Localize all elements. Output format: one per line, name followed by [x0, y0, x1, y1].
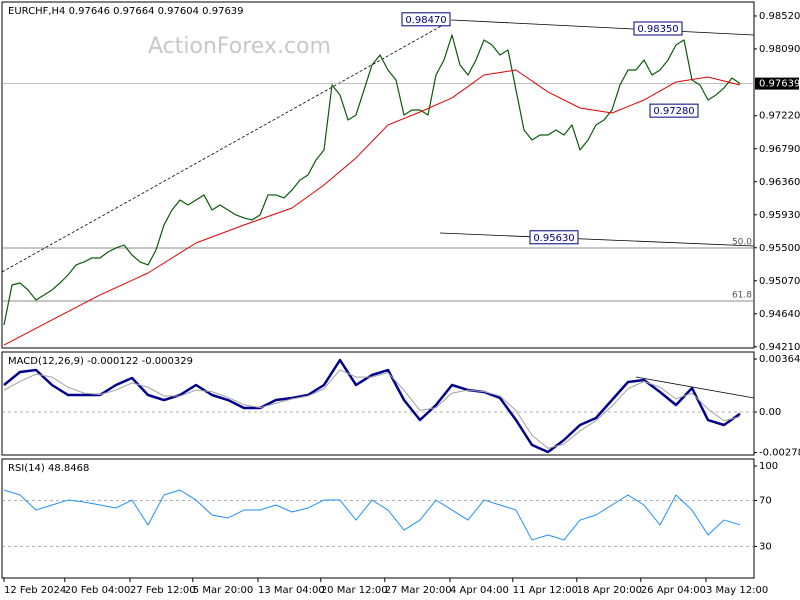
- price-annotation: 0.98350: [637, 24, 678, 35]
- series-line: [3, 489, 741, 541]
- macd-trend-line: [635, 376, 755, 399]
- last-price-box: [755, 77, 799, 90]
- panel-title: MACD(12,26,9) -0.000122 -0.000329: [8, 356, 193, 367]
- price-annotation: 0.98470: [405, 15, 446, 26]
- fib-label: 61.8: [732, 291, 752, 301]
- y-tick-label: 0.97220: [759, 111, 800, 122]
- x-tick-label: 27 Mar 20:00: [385, 585, 452, 596]
- price-annotation-box: [529, 230, 579, 245]
- y-tick-label: 0.95500: [759, 243, 800, 254]
- watermark: ActionForex.com: [148, 34, 331, 59]
- y-tick-label: 0.98090: [759, 44, 800, 55]
- panel-title: RSI(14) 48.8468: [8, 463, 89, 474]
- y-tick-label: -0.002788: [759, 448, 800, 459]
- y-tick-label: 0.00: [759, 407, 781, 418]
- price-annotation-box: [401, 12, 451, 27]
- series-line: [3, 369, 741, 449]
- x-tick-label: 11 Apr 12:00: [513, 585, 578, 596]
- price-annotation: 0.97280: [653, 106, 694, 117]
- x-tick-label: 20 Mar 12:00: [321, 585, 388, 596]
- y-tick-label: 0.94210: [759, 342, 800, 353]
- x-tick-label: 12 Feb 2024: [4, 585, 66, 596]
- x-tick-label: 3 May 12:00: [706, 585, 768, 596]
- y-tick-label: 0.98520: [759, 11, 800, 22]
- y-tick-label: 0.96360: [759, 177, 800, 188]
- x-tick-label: 27 Feb 12:00: [130, 585, 196, 596]
- panel-border: [1, 351, 755, 456]
- y-tick-label: 30: [759, 541, 772, 552]
- x-tick-label: 20 Feb 04:00: [65, 585, 131, 596]
- y-tick-label: 70: [759, 496, 772, 507]
- panel-title: EURCHF,H4 0.97646 0.97664 0.97604 0.9763…: [8, 6, 244, 17]
- series-line: [3, 69, 741, 346]
- y-tick-label: 0.96790: [759, 144, 800, 155]
- x-tick-label: 26 Apr 04:00: [641, 585, 706, 596]
- series-line: [3, 34, 741, 326]
- y-tick-label: 0.94640: [759, 309, 800, 320]
- price-annotation-box: [633, 21, 683, 36]
- price-annotation-box: [649, 103, 699, 118]
- price-annotation: 0.95630: [533, 233, 574, 244]
- x-tick-label: 18 Apr 20:00: [577, 585, 642, 596]
- y-tick-label: 0.95930: [759, 210, 800, 221]
- x-tick-label: 13 Mar 04:00: [258, 585, 325, 596]
- channel-line: [439, 232, 755, 247]
- y-tick-label: 0.95070: [759, 276, 800, 287]
- series-line: [3, 358, 741, 454]
- x-tick-label: 5 Mar 20:00: [193, 585, 253, 596]
- x-tick-label: 4 Apr 04:00: [450, 585, 509, 596]
- panel-border: [1, 1, 755, 349]
- last-price-label: 0.97639: [759, 79, 800, 90]
- channel-line: [451, 19, 755, 36]
- panel-border: [1, 458, 755, 579]
- y-tick-label: 100: [759, 461, 778, 472]
- y-tick-label: 0.003641: [759, 354, 800, 365]
- trend-line: [1, 19, 453, 273]
- fib-label: 50.0: [732, 237, 752, 247]
